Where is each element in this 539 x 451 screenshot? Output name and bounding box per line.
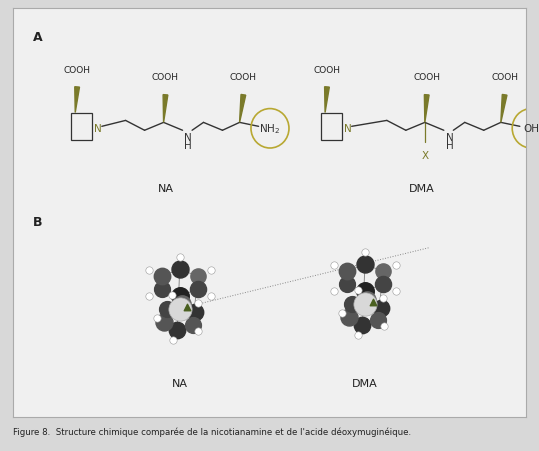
Point bbox=[160, 318, 168, 326]
Point bbox=[391, 262, 400, 269]
Point bbox=[144, 267, 153, 274]
Point bbox=[330, 262, 338, 269]
Point bbox=[345, 313, 354, 321]
Point bbox=[169, 336, 177, 344]
Point bbox=[194, 273, 202, 280]
Text: DMA: DMA bbox=[409, 184, 435, 194]
Text: Figure 8.  Structure chimique comparée de la nicotianamine et de l'acide déoxymu: Figure 8. Structure chimique comparée de… bbox=[13, 426, 412, 436]
Point bbox=[330, 287, 338, 295]
Point bbox=[162, 306, 171, 313]
Text: COOH: COOH bbox=[413, 73, 440, 82]
Text: NH$_2$: NH$_2$ bbox=[259, 122, 280, 136]
Text: COOH: COOH bbox=[152, 73, 179, 82]
Point bbox=[348, 301, 356, 308]
Polygon shape bbox=[324, 87, 329, 113]
Point bbox=[361, 249, 369, 256]
Point bbox=[378, 268, 387, 275]
Point bbox=[361, 300, 369, 308]
Point bbox=[361, 288, 369, 295]
Text: N: N bbox=[344, 124, 352, 134]
Point bbox=[168, 292, 177, 299]
Text: DMA: DMA bbox=[352, 378, 378, 388]
Point bbox=[353, 287, 362, 294]
Point bbox=[363, 296, 372, 304]
Point bbox=[361, 300, 369, 308]
Text: COOH: COOH bbox=[491, 73, 518, 82]
Polygon shape bbox=[239, 95, 246, 123]
Point bbox=[157, 286, 166, 293]
Point bbox=[338, 309, 347, 317]
Point bbox=[368, 299, 377, 306]
Text: A: A bbox=[32, 31, 42, 44]
Text: X: X bbox=[421, 151, 429, 161]
Point bbox=[183, 304, 192, 311]
Point bbox=[157, 273, 166, 280]
Polygon shape bbox=[163, 96, 168, 123]
Point bbox=[378, 281, 387, 288]
Point bbox=[343, 281, 351, 288]
Polygon shape bbox=[424, 96, 429, 123]
Point bbox=[354, 331, 363, 339]
Point bbox=[175, 305, 184, 313]
Text: COOH: COOH bbox=[230, 73, 257, 82]
Point bbox=[206, 292, 215, 299]
Point bbox=[175, 253, 184, 261]
Text: N: N bbox=[94, 124, 102, 134]
Text: NA: NA bbox=[172, 378, 188, 388]
Point bbox=[343, 268, 351, 275]
Point bbox=[194, 300, 202, 307]
Text: B: B bbox=[32, 216, 42, 229]
Point bbox=[175, 266, 184, 273]
Text: H: H bbox=[184, 141, 192, 151]
Point bbox=[379, 322, 388, 330]
Polygon shape bbox=[501, 95, 507, 123]
Point bbox=[379, 295, 388, 302]
Point bbox=[144, 292, 153, 299]
Point bbox=[194, 286, 202, 293]
Polygon shape bbox=[75, 87, 79, 113]
Point bbox=[173, 327, 182, 334]
Point bbox=[189, 322, 197, 329]
Point bbox=[175, 293, 184, 300]
Text: OH: OH bbox=[523, 124, 539, 134]
Point bbox=[175, 305, 184, 313]
Text: N: N bbox=[446, 133, 453, 143]
Text: COOH: COOH bbox=[64, 66, 91, 75]
Point bbox=[178, 301, 186, 308]
Text: H: H bbox=[446, 141, 453, 151]
Point bbox=[361, 261, 369, 268]
Point bbox=[194, 327, 203, 335]
Point bbox=[374, 317, 383, 324]
Point bbox=[191, 309, 200, 317]
Text: N: N bbox=[184, 133, 192, 143]
Point bbox=[376, 304, 385, 312]
Point bbox=[206, 267, 215, 274]
Point bbox=[153, 314, 161, 322]
Point bbox=[358, 322, 367, 329]
Text: NA: NA bbox=[157, 184, 174, 194]
Point bbox=[391, 287, 400, 295]
Text: COOH: COOH bbox=[314, 66, 341, 75]
